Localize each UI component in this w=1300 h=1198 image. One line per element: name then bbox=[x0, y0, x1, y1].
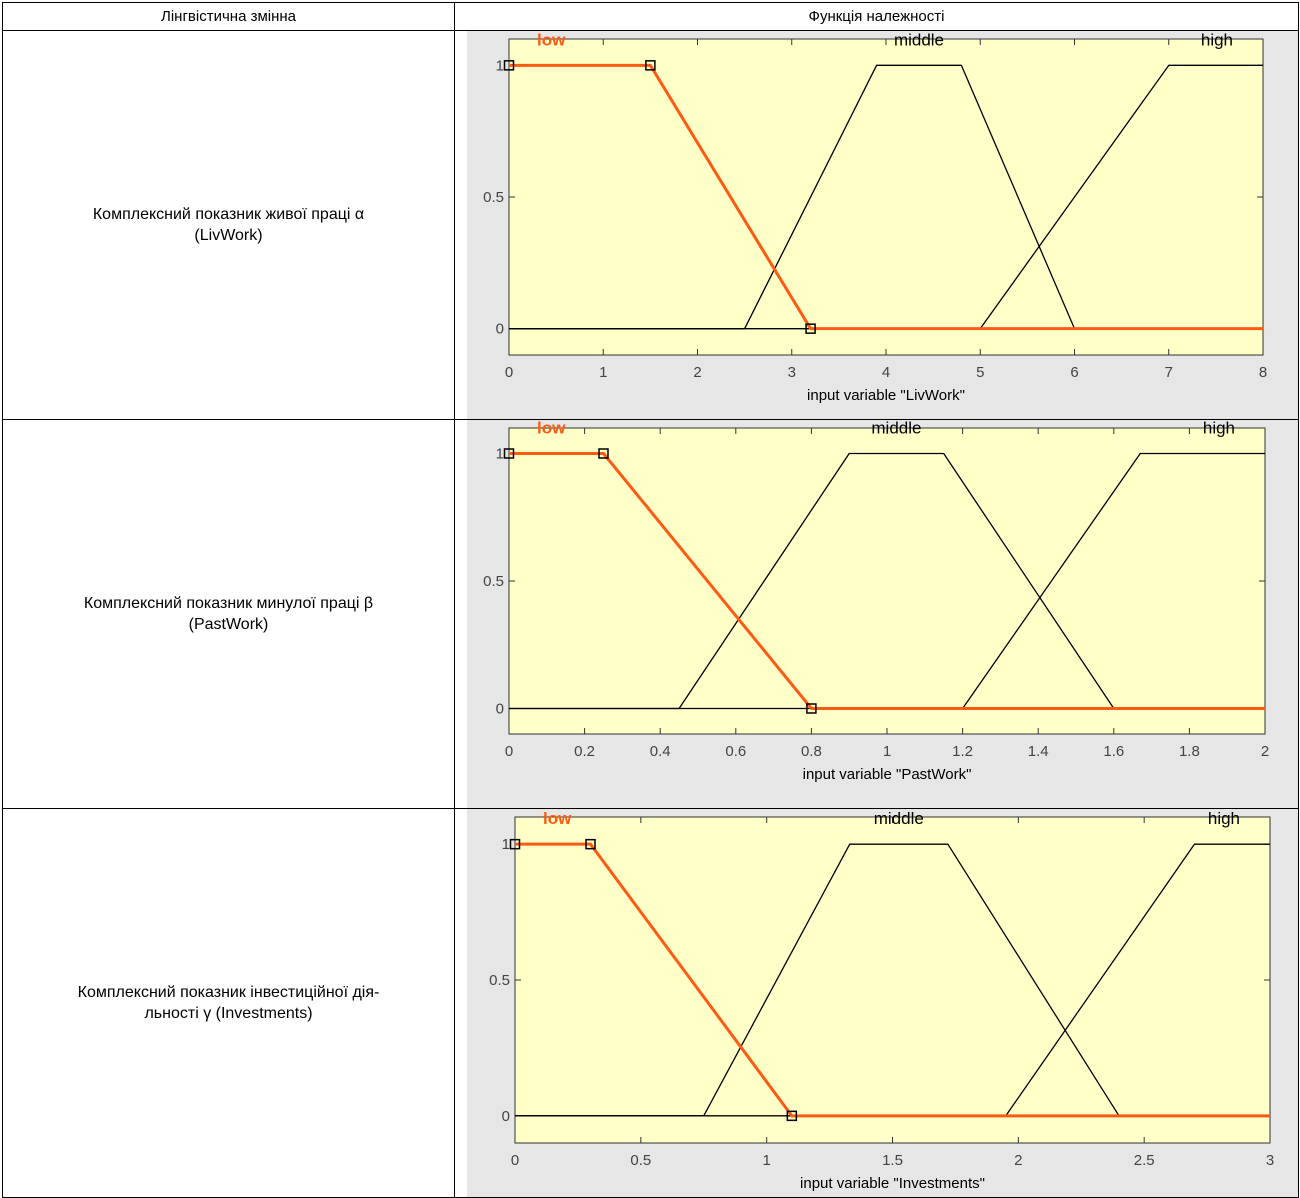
table-header-row: Лінгвістична змінна Функція належності bbox=[2, 2, 1299, 31]
x-tick-label: 2.5 bbox=[1134, 1152, 1155, 1169]
y-tick-label: 0.5 bbox=[483, 189, 504, 206]
mf-vertex-marker bbox=[503, 60, 515, 71]
x-tick-label: 0.4 bbox=[650, 743, 671, 760]
membership-plot-pastwork: 0 0.2 0.4 0.6 0.8 1 1.2 1.4 1.6 1.8 2 0 0.5 1 input va… bbox=[467, 420, 1298, 808]
header-membership-function: Функція належності bbox=[454, 2, 1299, 31]
mf-label-high: high bbox=[1201, 31, 1233, 49]
mf-vertex-marker bbox=[509, 838, 521, 850]
mf-label-high: high bbox=[1208, 809, 1240, 828]
mf-label-middle: middle bbox=[894, 31, 944, 49]
mf-vertex-marker bbox=[645, 60, 656, 71]
variable-code: (PastWork) bbox=[188, 616, 269, 633]
header-linguistic-variable: Лінгвістична змінна bbox=[2, 2, 455, 31]
mf-line-high bbox=[509, 452, 1265, 710]
variable-code: льності γ (Investments) bbox=[144, 1005, 313, 1022]
mf-line-low bbox=[509, 63, 1263, 331]
x-tick-label: 0 bbox=[511, 1152, 519, 1169]
x-tick-label: 1.6 bbox=[1103, 743, 1124, 760]
y-tick-label: 0 bbox=[496, 701, 504, 718]
x-tick-label: 1.8 bbox=[1179, 743, 1200, 760]
mf-label-high: high bbox=[1203, 420, 1235, 438]
mf-label-middle: middle bbox=[871, 420, 921, 438]
y-tick-label: 0 bbox=[496, 321, 504, 338]
membership-plot-investments: 0 0.5 1 1.5 2 2.5 3 0 0.5 1 input variable "Invest… bbox=[467, 809, 1298, 1197]
x-tick-label: 1 bbox=[762, 1152, 770, 1169]
variable-cell-livwork: Комплексний показник живої праці α (LivW… bbox=[2, 30, 455, 420]
x-tick-label: 0.5 bbox=[630, 1152, 651, 1169]
y-tick-label: 0.5 bbox=[489, 972, 510, 989]
x-tick-label: 3 bbox=[1266, 1152, 1274, 1169]
axes-area bbox=[508, 38, 1264, 356]
mf-vertex-marker bbox=[805, 323, 816, 334]
y-tick-label: 1 bbox=[496, 446, 504, 463]
mf-label-low: low bbox=[537, 31, 566, 49]
x-tick-label: 2 bbox=[1261, 743, 1269, 760]
variable-name: Комплексний показник минулої праці β bbox=[83, 595, 374, 612]
x-tick-label: 2 bbox=[693, 364, 701, 381]
x-tick-label: 2 bbox=[1014, 1152, 1022, 1169]
x-tick-label: 0.2 bbox=[574, 743, 595, 760]
y-tick-label: 0 bbox=[502, 1108, 510, 1125]
table-row: Комплексний показник живої праці α (LivW… bbox=[2, 30, 1299, 420]
variable-cell-investments: Комплексний показник інвестиційної дія- … bbox=[2, 808, 455, 1198]
table-row: Комплексний показник інвестиційної дія- … bbox=[2, 808, 1299, 1198]
x-tick-label: 1.5 bbox=[882, 1152, 903, 1169]
x-tick-label: 3 bbox=[788, 364, 796, 381]
x-tick-label: 7 bbox=[1165, 364, 1173, 381]
x-tick-label: 0 bbox=[505, 743, 513, 760]
mf-vertex-marker bbox=[806, 703, 817, 714]
mf-line-high bbox=[515, 843, 1270, 1117]
x-tick-label: 0 bbox=[505, 364, 513, 381]
mf-vertex-marker bbox=[598, 448, 609, 459]
x-tick-label: 1.4 bbox=[1028, 743, 1049, 760]
axes-area bbox=[514, 816, 1271, 1144]
mf-label-middle: middle bbox=[874, 809, 924, 828]
x-tick-label: 1.2 bbox=[952, 743, 973, 760]
plot-cell-pastwork: 0 0.2 0.4 0.6 0.8 1 1.2 1.4 1.6 1.8 2 0 0.5 1 input va… bbox=[454, 419, 1299, 809]
x-axis-label: input variable "Investments" bbox=[800, 1175, 985, 1192]
y-tick-label: 1 bbox=[496, 57, 504, 74]
x-tick-label: 0.6 bbox=[725, 743, 746, 760]
plot-cell-investments: 0 0.5 1 1.5 2 2.5 3 0 0.5 1 input variable "Invest… bbox=[454, 808, 1299, 1198]
mf-line-low bbox=[515, 842, 1270, 1118]
x-tick-label: 5 bbox=[976, 364, 984, 381]
x-tick-label: 8 bbox=[1259, 364, 1267, 381]
mf-line-low bbox=[509, 452, 1265, 710]
mf-vertex-marker bbox=[585, 838, 596, 850]
x-tick-label: 6 bbox=[1070, 364, 1078, 381]
axes-area bbox=[508, 427, 1266, 735]
plot-cell-livwork: 0 1 2 3 4 5 6 7 8 0 0.5 1 input variable "LivWork" lo… bbox=[454, 30, 1299, 420]
x-tick-label: 0.8 bbox=[801, 743, 822, 760]
y-tick-label: 0.5 bbox=[483, 573, 504, 590]
variable-code: (LivWork) bbox=[194, 227, 263, 244]
mf-vertex-marker bbox=[503, 448, 515, 459]
membership-plot-livwork: 0 1 2 3 4 5 6 7 8 0 0.5 1 input variable "LivWork" lo… bbox=[467, 31, 1298, 419]
mf-label-low: low bbox=[543, 809, 572, 828]
y-tick-label: 1 bbox=[502, 836, 510, 853]
variable-name: Комплексний показник живої праці α bbox=[92, 206, 365, 223]
variable-name: Комплексний показник інвестиційної дія- bbox=[77, 984, 380, 1001]
x-tick-label: 1 bbox=[883, 743, 891, 760]
x-tick-label: 1 bbox=[599, 364, 607, 381]
mf-line-high bbox=[509, 64, 1263, 330]
x-tick-label: 4 bbox=[882, 364, 890, 381]
mf-label-low: low bbox=[537, 420, 566, 438]
mf-vertex-marker bbox=[786, 1110, 798, 1122]
x-axis-label: input variable "PastWork" bbox=[803, 766, 972, 783]
x-axis-label: input variable "LivWork" bbox=[807, 387, 965, 404]
table-row: Комплексний показник минулої праці β (Pa… bbox=[2, 419, 1299, 809]
variable-cell-pastwork: Комплексний показник минулої праці β (Pa… bbox=[2, 419, 455, 809]
